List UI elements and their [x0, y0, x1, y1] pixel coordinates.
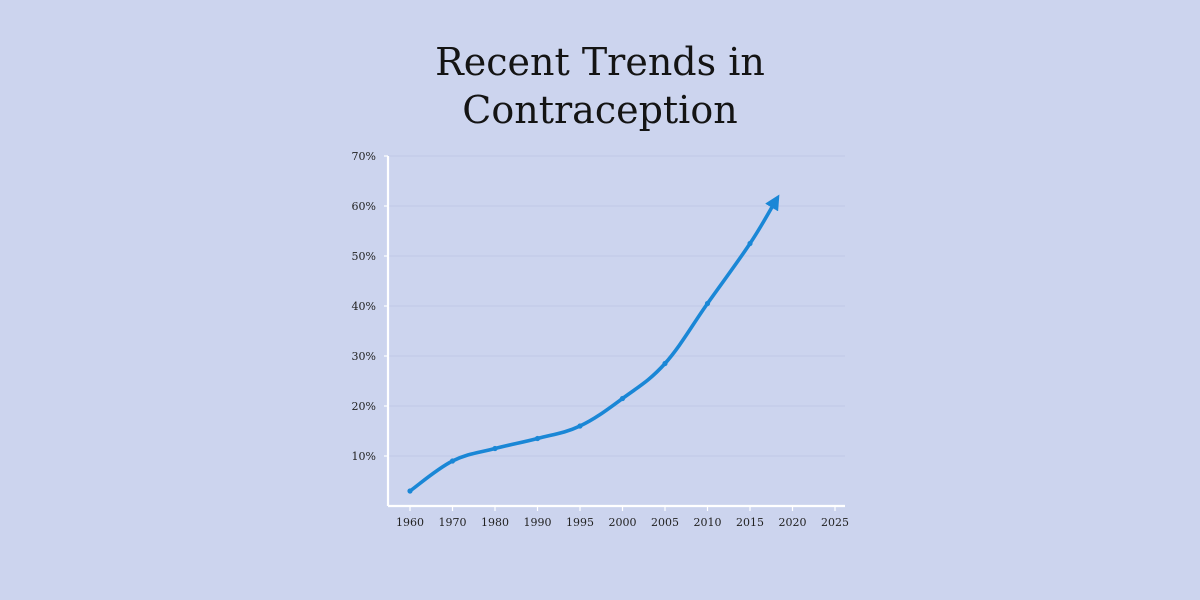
- chart-title-line-2: Contraception: [462, 88, 738, 132]
- data-point: [449, 458, 456, 464]
- x-tick-label: 2025: [821, 516, 849, 529]
- y-tick-label: 50%: [352, 250, 376, 263]
- y-tick-label: 30%: [352, 350, 376, 363]
- tick-labels: 10% 20% 30% 40% 50% 60% 70% 1960 1970 1980 1990 199…: [352, 150, 849, 529]
- x-tick-label: 2000: [609, 516, 637, 529]
- data-point: [747, 240, 753, 247]
- data-point: [492, 445, 498, 452]
- x-tick-label: 1970: [439, 516, 467, 529]
- chart-title-line-1: Recent Trends in: [435, 40, 765, 84]
- data-point: [619, 395, 626, 402]
- x-tick-label: 1995: [566, 516, 594, 529]
- y-tick-label: 60%: [352, 200, 376, 213]
- x-tick-label: 1980: [481, 516, 509, 529]
- data-point: [407, 488, 413, 494]
- x-tick-label: 2010: [694, 516, 722, 529]
- y-tick-label: 20%: [352, 400, 376, 413]
- series-line-0: [408, 194, 780, 493]
- data-point: [662, 360, 668, 367]
- y-tick-label: 10%: [352, 450, 376, 463]
- data-point: [534, 435, 541, 442]
- x-tick-label: 1990: [524, 516, 552, 529]
- chart-title: Recent Trends in Contraception: [0, 38, 1200, 134]
- x-tick-label: 2015: [736, 516, 764, 529]
- x-tick-label: 1960: [396, 516, 424, 529]
- data-point: [577, 423, 583, 429]
- x-tick-label: 2005: [651, 516, 679, 529]
- y-tick-label: 40%: [352, 300, 376, 313]
- y-tick-label: 70%: [352, 150, 376, 163]
- data-point: [704, 300, 711, 307]
- axes: [384, 155, 845, 511]
- series: [407, 194, 780, 494]
- x-tick-label: 2020: [779, 516, 807, 529]
